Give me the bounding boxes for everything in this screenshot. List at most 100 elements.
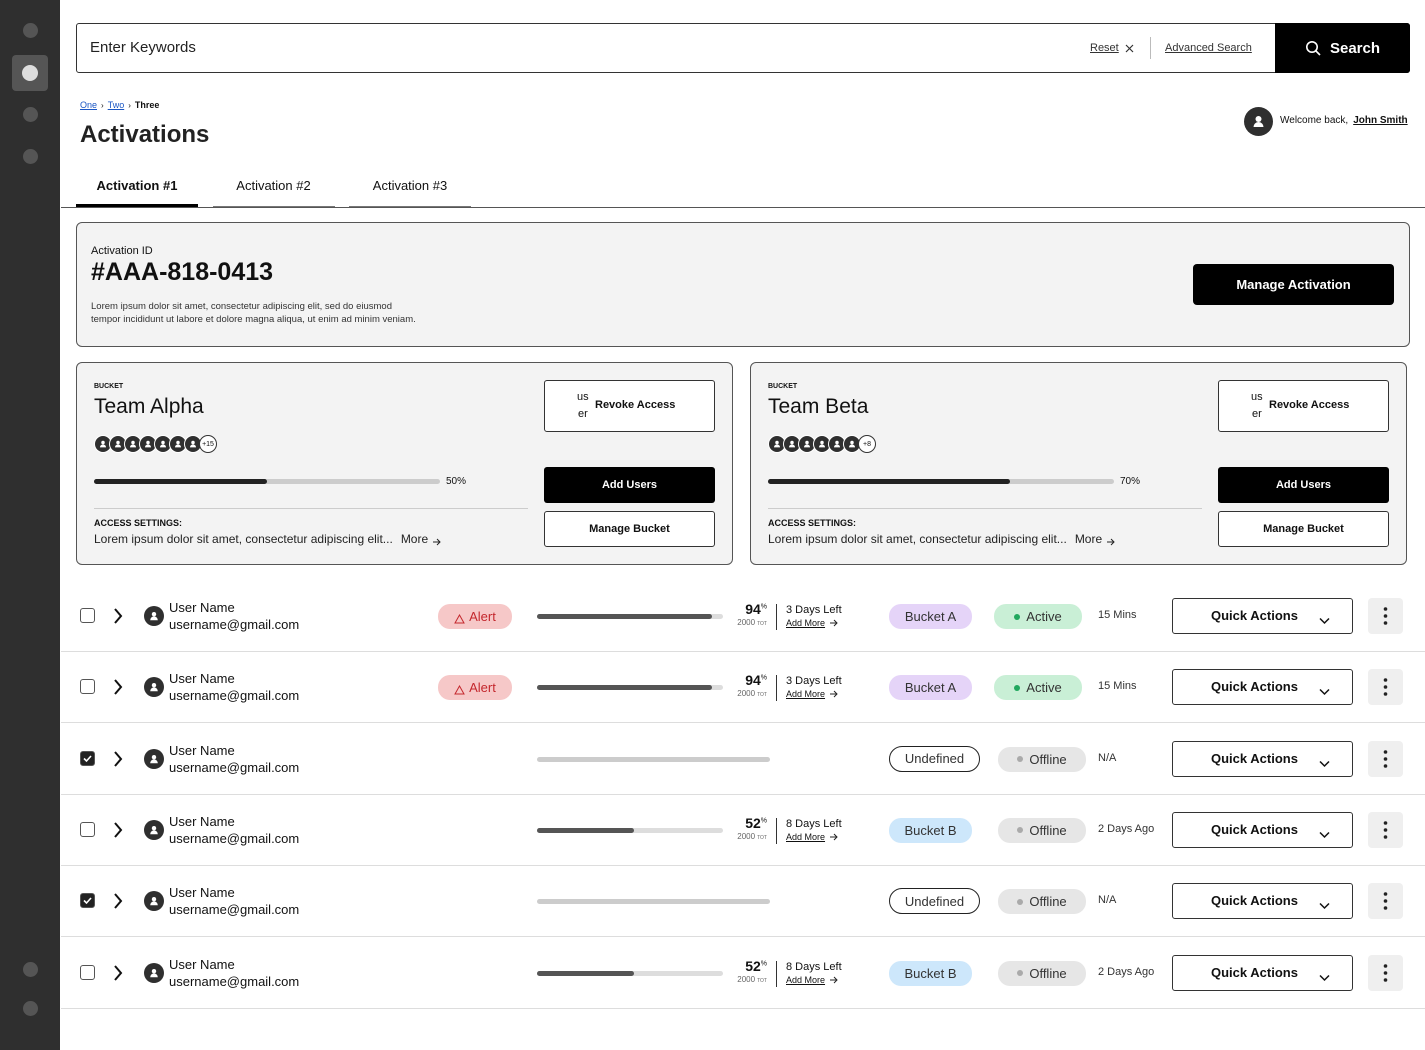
more-button-wrap[interactable]	[1368, 811, 1403, 848]
chevron-path	[1319, 760, 1330, 767]
tab[interactable]: Activation #1	[96, 177, 178, 193]
reset-link[interactable]: Reset	[1090, 42, 1119, 54]
row-checkbox[interactable]	[80, 750, 95, 766]
manage-bucket-button[interactable]: Manage Bucket	[1218, 511, 1389, 547]
quick-actions-button[interactable]: Quick Actions	[1172, 740, 1353, 777]
quick-actions-button[interactable]: Quick Actions	[1172, 954, 1353, 991]
tab[interactable]: Activation #3	[372, 177, 448, 193]
member-avatar-wrap	[843, 435, 861, 453]
search-input[interactable]: Enter Keywords	[90, 39, 196, 56]
row-separator	[61, 651, 1425, 652]
dropdown-icon-wrap	[1319, 826, 1330, 838]
revoke-button[interactable]: us er Revoke Access	[1218, 380, 1389, 432]
dropdown-icon	[1319, 903, 1330, 910]
avatar-body	[144, 444, 152, 448]
alert-icon	[454, 613, 465, 623]
last-seen: 15 Mins	[1098, 680, 1137, 693]
row-checkbox[interactable]	[80, 964, 95, 980]
alert-triangle	[454, 613, 465, 623]
status-dot	[1017, 970, 1024, 976]
member-avatar	[768, 435, 786, 453]
user-avatar[interactable]	[1244, 107, 1273, 136]
add-more-link[interactable]: Add More	[786, 689, 826, 700]
arrow-icon	[830, 833, 838, 841]
expand-icon	[114, 679, 123, 695]
arrow-path	[433, 538, 441, 546]
arrow-icon	[1107, 538, 1115, 546]
avatar-body	[150, 901, 158, 906]
user-name[interactable]: John Smith	[1353, 115, 1408, 126]
chevron-path	[1319, 974, 1330, 981]
status-pill: Active	[994, 675, 1082, 701]
avatar	[170, 436, 186, 452]
usage-percent: 94%	[710, 672, 767, 688]
breadcrumb-link[interactable]: One	[80, 100, 98, 110]
quick-actions-button[interactable]: Quick Actions	[1172, 811, 1353, 848]
add-more-link[interactable]: Add More	[786, 618, 826, 628]
row-checkbox[interactable]	[80, 608, 95, 623]
reset-icon[interactable]	[1125, 44, 1134, 53]
last-seen: 2 Days Ago	[1098, 822, 1155, 835]
avatar-body	[189, 444, 197, 448]
row-checkbox[interactable]	[80, 679, 95, 695]
usage-total: 2000 TOT	[710, 832, 767, 841]
total-unit: TOT	[757, 692, 767, 699]
more-button-wrap[interactable]	[1368, 954, 1403, 991]
avatar-body	[150, 616, 158, 621]
avatar	[125, 436, 141, 452]
nav-dot[interactable]	[23, 1001, 38, 1016]
arrow-icon-wrap	[1106, 535, 1115, 546]
nav-dot[interactable]	[23, 149, 38, 164]
nav-dot[interactable]	[23, 107, 38, 122]
row-separator	[61, 864, 1425, 866]
advanced-search-link[interactable]: Advanced Search	[1165, 42, 1252, 54]
add-users-button[interactable]: Add Users	[544, 467, 715, 503]
status-dot	[1014, 684, 1021, 691]
expand-icon-wrap[interactable]	[113, 750, 123, 767]
tab[interactable]: Activation #2	[236, 177, 311, 193]
avatar-body	[150, 830, 158, 835]
avatar	[140, 436, 156, 452]
expand-icon-wrap[interactable]	[113, 893, 123, 909]
user-avatar	[144, 748, 164, 769]
avatar-head	[151, 897, 157, 902]
more-link[interactable]: More	[400, 532, 429, 546]
avatar	[829, 436, 845, 452]
expand-icon-wrap[interactable]	[113, 964, 123, 981]
bucket-pill: Undefined	[889, 745, 980, 772]
nav-dot[interactable]	[23, 23, 38, 38]
more-button-wrap[interactable]	[1368, 669, 1403, 706]
activation-description: Lorem ipsum dolor sit amet, consectetur …	[91, 301, 392, 312]
avatar-head	[146, 440, 150, 445]
more-button-wrap[interactable]	[1368, 740, 1403, 777]
expand-icon-wrap[interactable]	[113, 679, 123, 695]
quick-actions-button[interactable]: Quick Actions	[1172, 883, 1353, 920]
breadcrumb-link[interactable]: Two	[107, 100, 125, 110]
more-link[interactable]: More	[1074, 532, 1103, 546]
manage-activation-button[interactable]: Manage Activation	[1193, 264, 1394, 305]
expand-icon-wrap[interactable]	[113, 608, 123, 624]
quick-actions-button[interactable]: Quick Actions	[1172, 598, 1353, 634]
progress-fill	[94, 479, 267, 484]
manage-bucket-button[interactable]: Manage Bucket	[544, 511, 715, 547]
add-users-button[interactable]: Add Users	[1218, 467, 1389, 503]
row-checkbox[interactable]	[80, 893, 95, 909]
add-more-link[interactable]: Add More	[786, 831, 826, 842]
nav-dot[interactable]	[23, 962, 38, 977]
more-button-wrap[interactable]	[1368, 598, 1403, 634]
user-avatar	[144, 891, 164, 912]
dot	[1383, 906, 1388, 910]
revoke-button[interactable]: us er Revoke Access	[544, 380, 715, 432]
row-checkbox[interactable]	[80, 821, 95, 837]
breadcrumb-current: Three	[134, 100, 160, 110]
expand-icon-wrap[interactable]	[113, 822, 123, 838]
add-more-link[interactable]: Add More	[786, 974, 826, 985]
search-button[interactable]: Search	[1275, 23, 1410, 73]
icon-placeholder: er	[1252, 408, 1262, 420]
quick-actions-button[interactable]: Quick Actions	[1172, 669, 1353, 706]
more-button	[1383, 963, 1388, 982]
settings-text: Lorem ipsum dolor sit amet, consectetur …	[768, 532, 1067, 546]
avatar-body	[174, 444, 182, 448]
more-button-wrap[interactable]	[1368, 883, 1403, 920]
